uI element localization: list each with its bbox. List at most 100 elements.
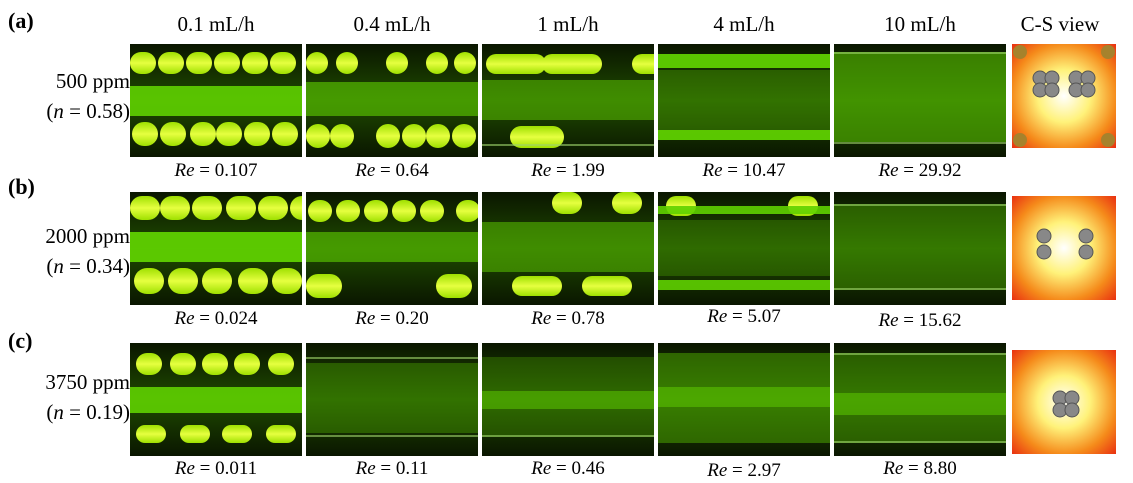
channel-wall bbox=[834, 52, 1006, 54]
particle-bead bbox=[632, 54, 654, 74]
particle-bead bbox=[192, 196, 222, 220]
concentration-label-b: 2000 ppm (n = 0.34) bbox=[8, 221, 130, 281]
reynolds-label: Re = 0.78 bbox=[531, 308, 605, 329]
reynolds-label: Re = 2.97 bbox=[707, 460, 781, 481]
particle-bead bbox=[134, 268, 164, 294]
cross-section-view bbox=[1012, 196, 1116, 300]
particle-bead bbox=[582, 276, 632, 296]
reynolds-label: Re = 15.62 bbox=[878, 310, 962, 331]
micrograph-panel bbox=[834, 192, 1006, 305]
micrograph-panel bbox=[658, 343, 830, 456]
channel-wall bbox=[482, 435, 654, 437]
particle-bead bbox=[436, 274, 472, 298]
flow-stream bbox=[658, 70, 830, 130]
particle-bead bbox=[130, 196, 160, 220]
flow-stream bbox=[306, 363, 478, 433]
particle-bead bbox=[542, 54, 602, 74]
particle bbox=[1078, 244, 1094, 260]
particle-bead bbox=[190, 122, 216, 146]
flow-index-label: (n = 0.58) bbox=[46, 99, 130, 123]
particle-bead bbox=[512, 276, 562, 296]
particle bbox=[1080, 82, 1096, 98]
flow-stream bbox=[130, 387, 302, 413]
particle-bead bbox=[170, 353, 196, 375]
flow-stream bbox=[130, 86, 302, 116]
concentration-label-a: 500 ppm (n = 0.58) bbox=[8, 66, 130, 126]
flow-stream bbox=[482, 222, 654, 272]
micrograph-panel bbox=[130, 192, 302, 305]
channel-wall bbox=[834, 142, 1006, 144]
particle-bead bbox=[136, 425, 166, 443]
particle bbox=[1064, 402, 1080, 418]
flow-index-label: (n = 0.19) bbox=[46, 400, 130, 424]
reynolds-label: Re = 0.11 bbox=[355, 458, 429, 479]
particle-bead bbox=[306, 52, 328, 74]
concentration-label-c: 3750 ppm (n = 0.19) bbox=[8, 367, 130, 427]
particle-bead bbox=[426, 52, 448, 74]
micrograph-panel bbox=[130, 343, 302, 456]
flow-stream bbox=[658, 206, 830, 214]
particle-bead bbox=[180, 425, 210, 443]
concentration-value: 2000 ppm bbox=[45, 224, 130, 248]
flow-stream bbox=[482, 391, 654, 409]
velocity-field bbox=[1012, 196, 1116, 300]
flow-stream bbox=[306, 82, 478, 116]
reynolds-label: Re = 0.024 bbox=[174, 308, 258, 329]
particle bbox=[1036, 244, 1052, 260]
particle-bead bbox=[392, 200, 416, 222]
particle-bead bbox=[290, 196, 302, 220]
flow-stream bbox=[834, 52, 1006, 142]
flow-stream bbox=[482, 80, 654, 120]
reynolds-label: Re = 0.107 bbox=[174, 160, 258, 181]
particle-bead bbox=[552, 192, 582, 214]
corner-particle bbox=[1013, 45, 1027, 59]
particle-bead bbox=[308, 200, 332, 222]
particle-bead bbox=[270, 52, 296, 74]
reynolds-label: Re = 0.46 bbox=[531, 458, 605, 479]
particle-bead bbox=[272, 268, 302, 294]
flow-stream bbox=[306, 232, 478, 262]
flow-stream bbox=[658, 220, 830, 276]
micrograph-panel bbox=[658, 44, 830, 157]
column-header-0-4: 0.4 mL/h bbox=[353, 12, 431, 36]
particle-bead bbox=[234, 353, 260, 375]
reynolds-label: Re = 8.80 bbox=[883, 458, 957, 479]
column-header-1: 1 mL/h bbox=[537, 12, 599, 36]
flow-stream bbox=[834, 393, 1006, 415]
column-header-4: 4 mL/h bbox=[713, 12, 775, 36]
particle-bead bbox=[336, 52, 358, 74]
particle-bead bbox=[258, 196, 288, 220]
particle-bead bbox=[216, 122, 242, 146]
flow-stream bbox=[658, 387, 830, 407]
particle-bead bbox=[168, 268, 198, 294]
particle-bead bbox=[426, 124, 450, 148]
micrograph-panel bbox=[306, 192, 478, 305]
reynolds-label: Re = 5.07 bbox=[707, 306, 781, 327]
particle-bead bbox=[376, 124, 400, 148]
particle-bead bbox=[510, 126, 564, 148]
channel-wall bbox=[834, 288, 1006, 290]
particle-bead bbox=[186, 52, 212, 74]
particle-bead bbox=[364, 200, 388, 222]
micrograph-panel bbox=[306, 343, 478, 456]
reynolds-label: Re = 0.011 bbox=[174, 458, 258, 479]
corner-particle bbox=[1101, 45, 1115, 59]
cross-section-view bbox=[1012, 44, 1116, 148]
particle-bead bbox=[266, 425, 296, 443]
flow-index-label: (n = 0.34) bbox=[46, 254, 130, 278]
flow-stream bbox=[658, 280, 830, 290]
particle-bead bbox=[132, 122, 158, 146]
reynolds-label: Re = 0.64 bbox=[355, 160, 429, 181]
particle-bead bbox=[336, 200, 360, 222]
reynolds-label: Re = 10.47 bbox=[702, 160, 786, 181]
channel-wall bbox=[306, 435, 478, 437]
channel-wall bbox=[834, 204, 1006, 206]
particle-bead bbox=[272, 122, 298, 146]
particle-bead bbox=[244, 122, 270, 146]
reynolds-label: Re = 1.99 bbox=[531, 160, 605, 181]
reynolds-label: Re = 29.92 bbox=[878, 160, 962, 181]
particle-bead bbox=[454, 52, 476, 74]
micrograph-panel bbox=[482, 192, 654, 305]
particle-bead bbox=[136, 353, 162, 375]
particle-bead bbox=[158, 52, 184, 74]
